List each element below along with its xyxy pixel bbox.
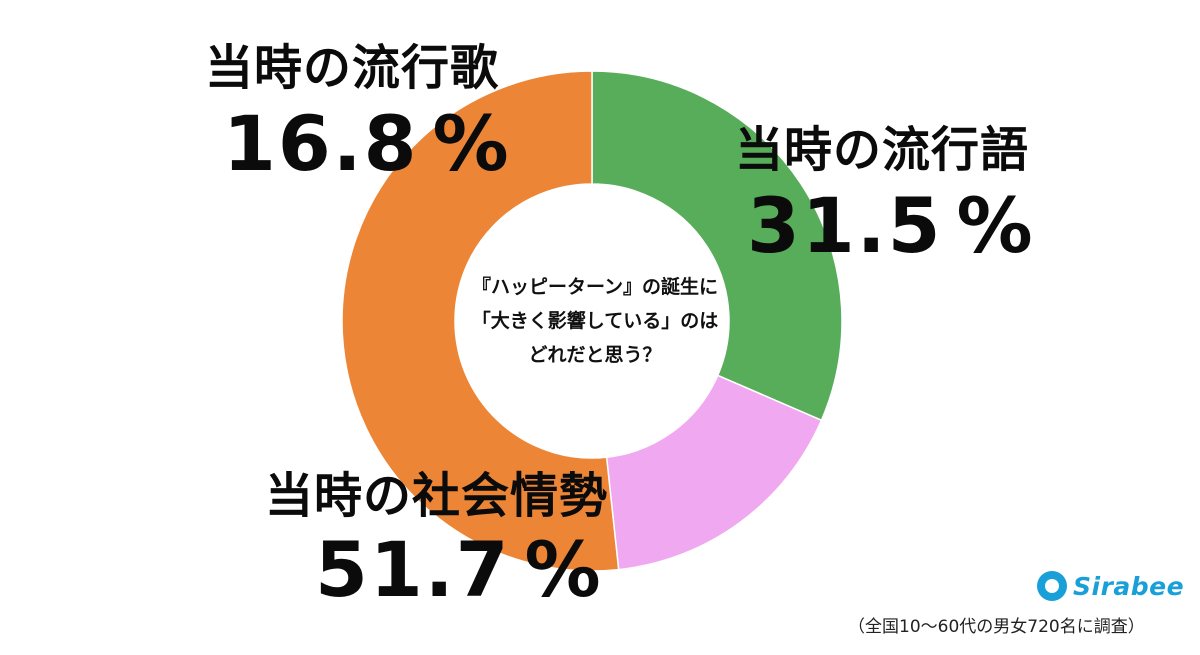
slice-popular-songs [605,374,823,571]
slice-social-situation [341,70,620,572]
slice-value-number: 51.7 [315,525,511,614]
slice-value-number: 31.5 [747,181,943,270]
slice-value-unit: % [432,99,511,188]
sirabee-logo-text: Sirabee [1073,571,1185,601]
center-question-line-3: どれだと思う？ [528,344,662,366]
slice-label-value: 16.8% [223,102,511,186]
survey-footnote: （全国10〜60代の男女720名に調査） [848,617,1145,637]
slice-label-popular-songs: 当時の流行歌 16.8% [205,40,511,186]
slice-label-social-situation: 当時の社会情勢 51.7% [265,468,608,612]
center-question-line-2: 「大きく影響している」のは [471,310,719,332]
slice-buzzwords [591,70,843,422]
slice-label-name: 当時の流行歌 [205,40,500,96]
slice-label-value: 31.5% [747,184,1035,268]
slice-value-number: 16.8 [223,99,419,188]
slice-label-name: 当時の流行語 [735,122,1030,178]
center-question-line-1: 『ハッピーターン』の誕生に [471,276,719,298]
sirabee-logo: Sirabee [1037,567,1184,605]
sirabee-logo-icon [1037,571,1067,601]
slice-value-unit: % [956,181,1035,270]
center-question: 『ハッピーターン』の誕生に 「大きく影響している」のは どれだと思う？ [455,270,735,372]
slice-label-buzzwords: 当時の流行語 31.5% [735,122,1035,268]
slice-value-unit: % [524,525,603,614]
slice-label-name: 当時の社会情勢 [265,468,609,524]
slice-label-value: 51.7% [315,528,608,612]
